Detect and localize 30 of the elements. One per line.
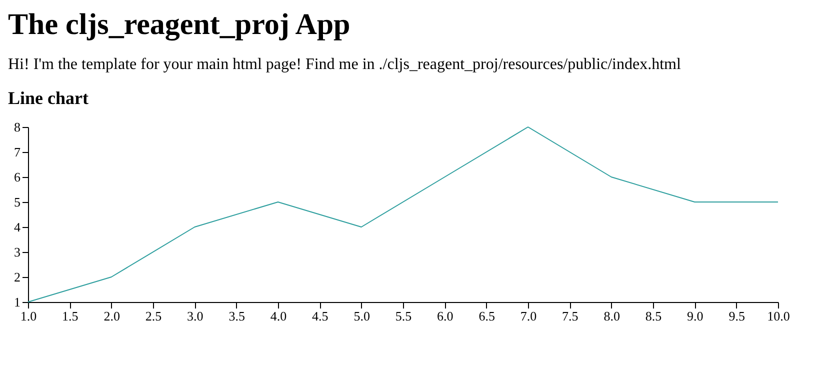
x-tick-label: 3.0 [187,308,204,324]
x-tick-label: 6.0 [437,308,454,324]
x-tick-label: 7.0 [520,308,537,324]
y-tick-label: 2 [14,270,20,284]
x-tick-label: 9.0 [687,308,704,324]
x-tick-label: 5.0 [354,308,370,324]
x-tick-label: 8.0 [604,308,620,324]
x-tick-label: 10.0 [767,308,790,324]
y-tick-label: 7 [14,144,21,160]
x-tick-label: 9.5 [728,308,745,324]
x-tick-label: 3.5 [228,308,245,324]
y-tick-label: 5 [14,194,20,210]
x-tick-label: 8.5 [645,308,662,324]
text: Line chart [8,88,90,109]
chart-subtitle: Hi! I'm the template for your main html page! Find me in ./cljs_reagent_proj/resources/public/index.html [8,56,682,74]
y-tick-label: 6 [14,170,21,184]
y-tick-label: 8 [14,120,20,134]
chart-title: The cljs_reagent_proj App [8,8,352,42]
x-tick-label: 7.5 [562,308,578,324]
y-tick-label: 1 [14,294,20,310]
x-tick-label: 2.0 [104,308,120,324]
x-tick-label: 6.5 [478,308,495,324]
y-tick-label: 4 [14,220,21,234]
y-tick-label: 3 [14,244,20,260]
x-tick-label: 1.5 [62,308,78,324]
x-tick-label: 5.5 [395,308,412,324]
x-tick-label: 2.5 [145,308,162,324]
x-tick-label: 1.0 [20,308,37,324]
x-tick-label: 4.5 [312,308,328,324]
x-tick-label: 4.0 [270,308,287,324]
